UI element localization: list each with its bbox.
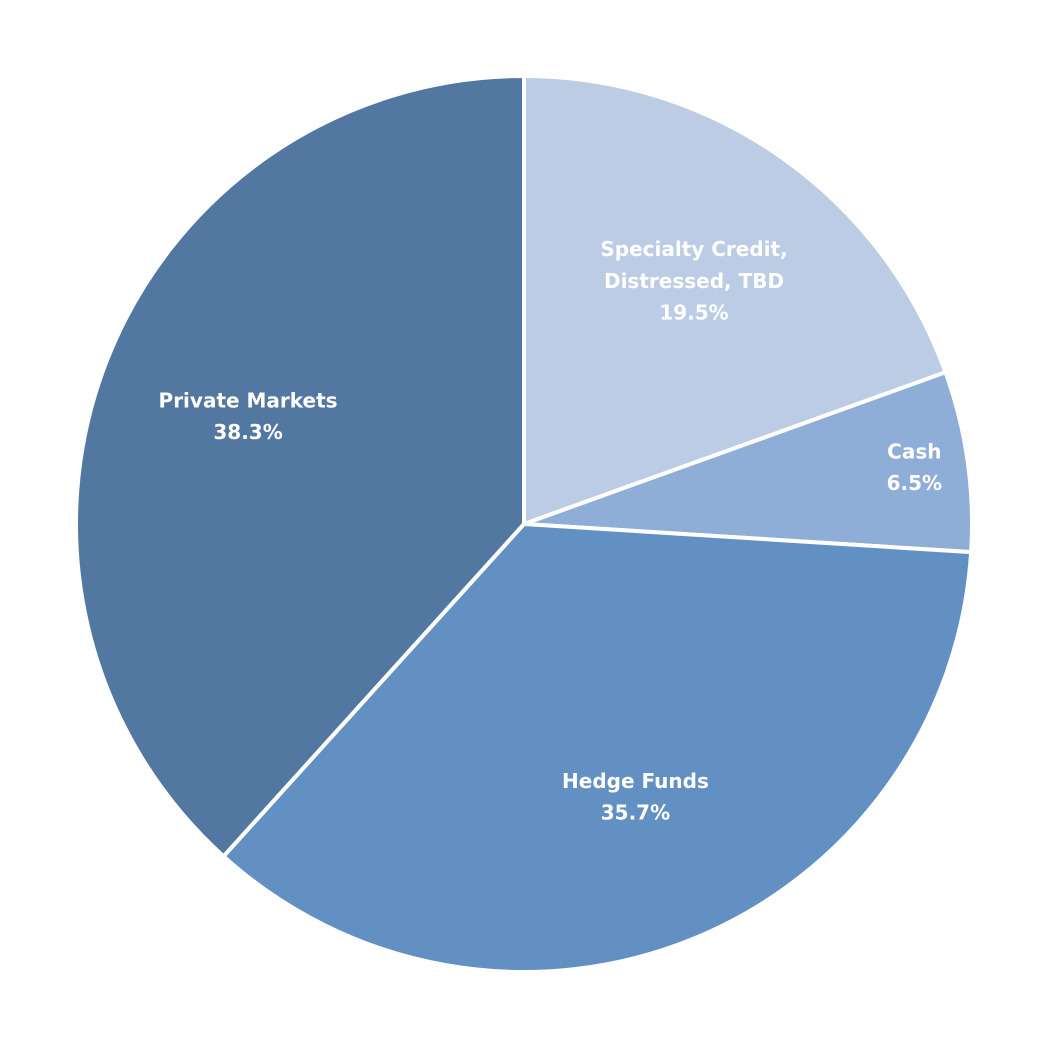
slice-label-line: Specialty Credit, — [600, 237, 787, 261]
pie-slice — [220, 521, 974, 974]
pie-slice — [74, 73, 526, 860]
slice-label: Hedge Funds — [562, 768, 709, 792]
value-label: 19.5% — [659, 301, 728, 325]
slice-label-line: Hedge Funds — [562, 768, 709, 792]
pie-slice — [522, 73, 949, 527]
pie-slice — [523, 369, 974, 555]
value-label: 38.3% — [213, 420, 282, 444]
slice-label: Specialty Credit, Distressed, TBD — [600, 237, 787, 293]
slice-label-line: Private Markets — [159, 388, 338, 412]
slice-label-line: Cash — [887, 439, 941, 463]
value-label: 35.7% — [601, 800, 670, 824]
value-label: 6.5% — [887, 471, 942, 495]
slice-label: Private Markets — [159, 388, 338, 412]
slice-label: Cash — [887, 439, 941, 463]
slice-label-line: Distressed, TBD — [604, 269, 784, 293]
